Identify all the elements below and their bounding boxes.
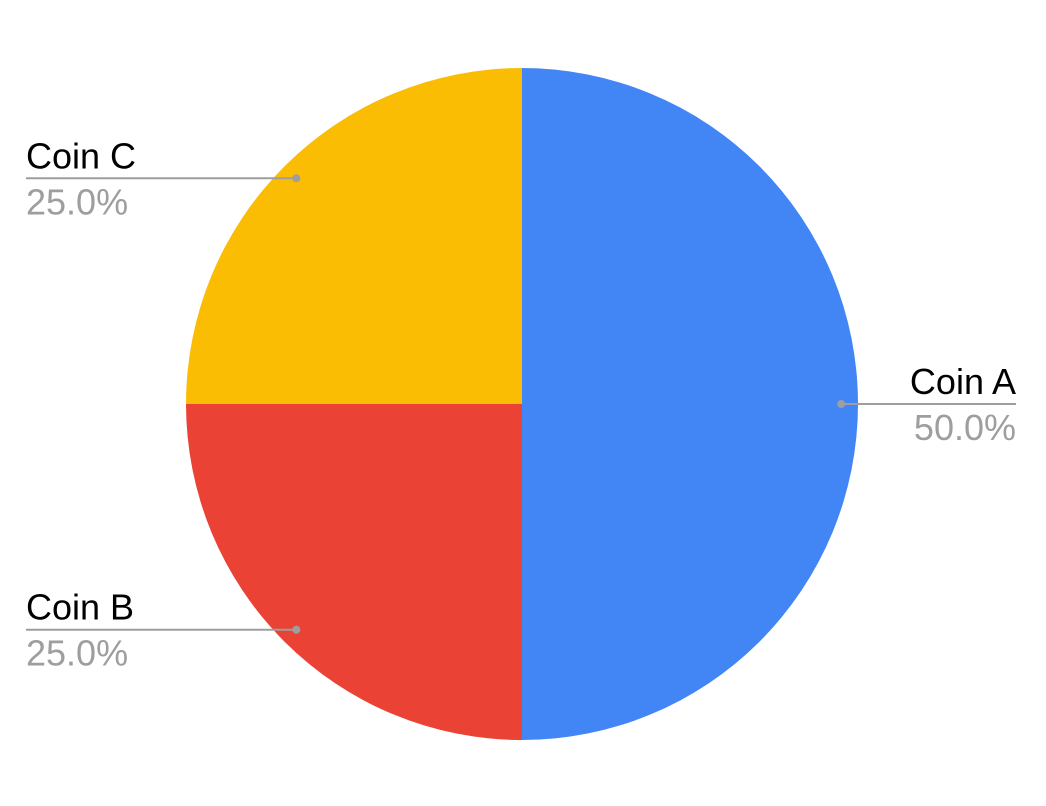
slice-label-coin-a: Coin A (910, 361, 1016, 402)
pie-slice-coin-a (522, 68, 858, 740)
slice-percent-coin-a: 50.0% (914, 407, 1016, 448)
pie-slice-coin-c (186, 68, 522, 404)
leader-dot-coin-c (292, 174, 301, 183)
slice-label-coin-b: Coin B (26, 587, 134, 628)
leader-dot-coin-a (837, 400, 846, 408)
labels-layer: Coin A 50.0% Coin B 25.0% Coin C 25.0% (26, 135, 1016, 674)
slice-percent-coin-b: 25.0% (26, 633, 128, 674)
slices-layer (186, 68, 858, 740)
slice-label-coin-c: Coin C (26, 135, 136, 176)
slice-percent-coin-c: 25.0% (26, 181, 128, 222)
pie-slice-coin-b (186, 404, 522, 740)
leader-dot-coin-b (292, 625, 301, 634)
